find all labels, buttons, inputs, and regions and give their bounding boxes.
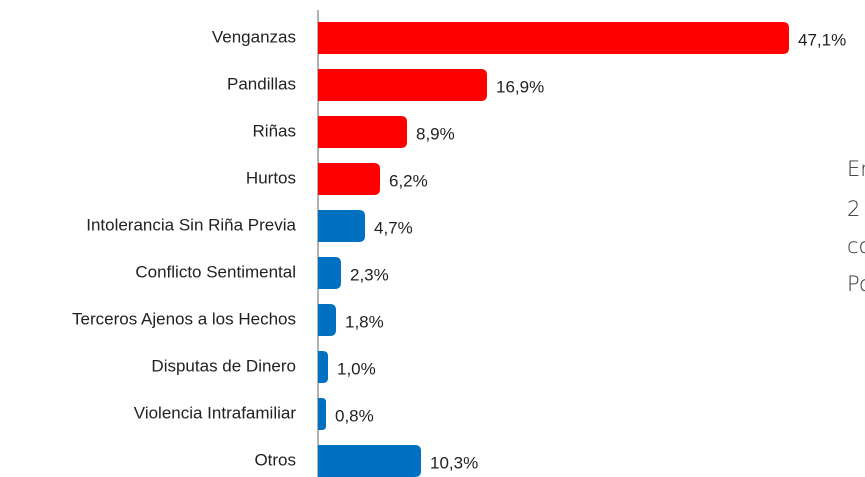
category-label: Pandillas: [227, 74, 296, 93]
value-label: 1,8%: [345, 312, 384, 331]
category-label: Disputas de Dinero: [151, 356, 296, 375]
value-label: 47,1%: [798, 30, 846, 49]
bar: [318, 163, 380, 195]
annotation: Po: [847, 272, 865, 296]
bar: [318, 69, 487, 101]
value-label: 2,3%: [350, 265, 389, 284]
category-label: Terceros Ajenos a los Hechos: [72, 309, 296, 328]
bar: [318, 22, 789, 54]
annotation: 2: [847, 197, 860, 221]
category-label: Otros: [254, 450, 296, 469]
bar: [318, 257, 341, 289]
annotation: En: [847, 157, 865, 181]
bar: [318, 304, 336, 336]
category-label: Riñas: [253, 121, 296, 140]
category-label: Intolerancia Sin Riña Previa: [86, 215, 296, 234]
category-label: Venganzas: [212, 27, 296, 46]
value-label: 0,8%: [335, 406, 374, 425]
value-label: 8,9%: [416, 124, 455, 143]
annotation: co: [847, 234, 865, 258]
value-label: 1,0%: [337, 359, 376, 378]
bar: [318, 210, 365, 242]
category-label: Hurtos: [246, 168, 296, 187]
bar: [318, 398, 326, 430]
value-label: 16,9%: [496, 77, 544, 96]
bar: [318, 445, 421, 477]
value-label: 4,7%: [374, 218, 413, 237]
bar: [318, 116, 407, 148]
category-label: Conflicto Sentimental: [135, 262, 296, 281]
category-label: Violencia Intrafamiliar: [134, 403, 297, 422]
bar: [318, 351, 328, 383]
value-label: 6,2%: [389, 171, 428, 190]
value-label: 10,3%: [430, 453, 478, 472]
